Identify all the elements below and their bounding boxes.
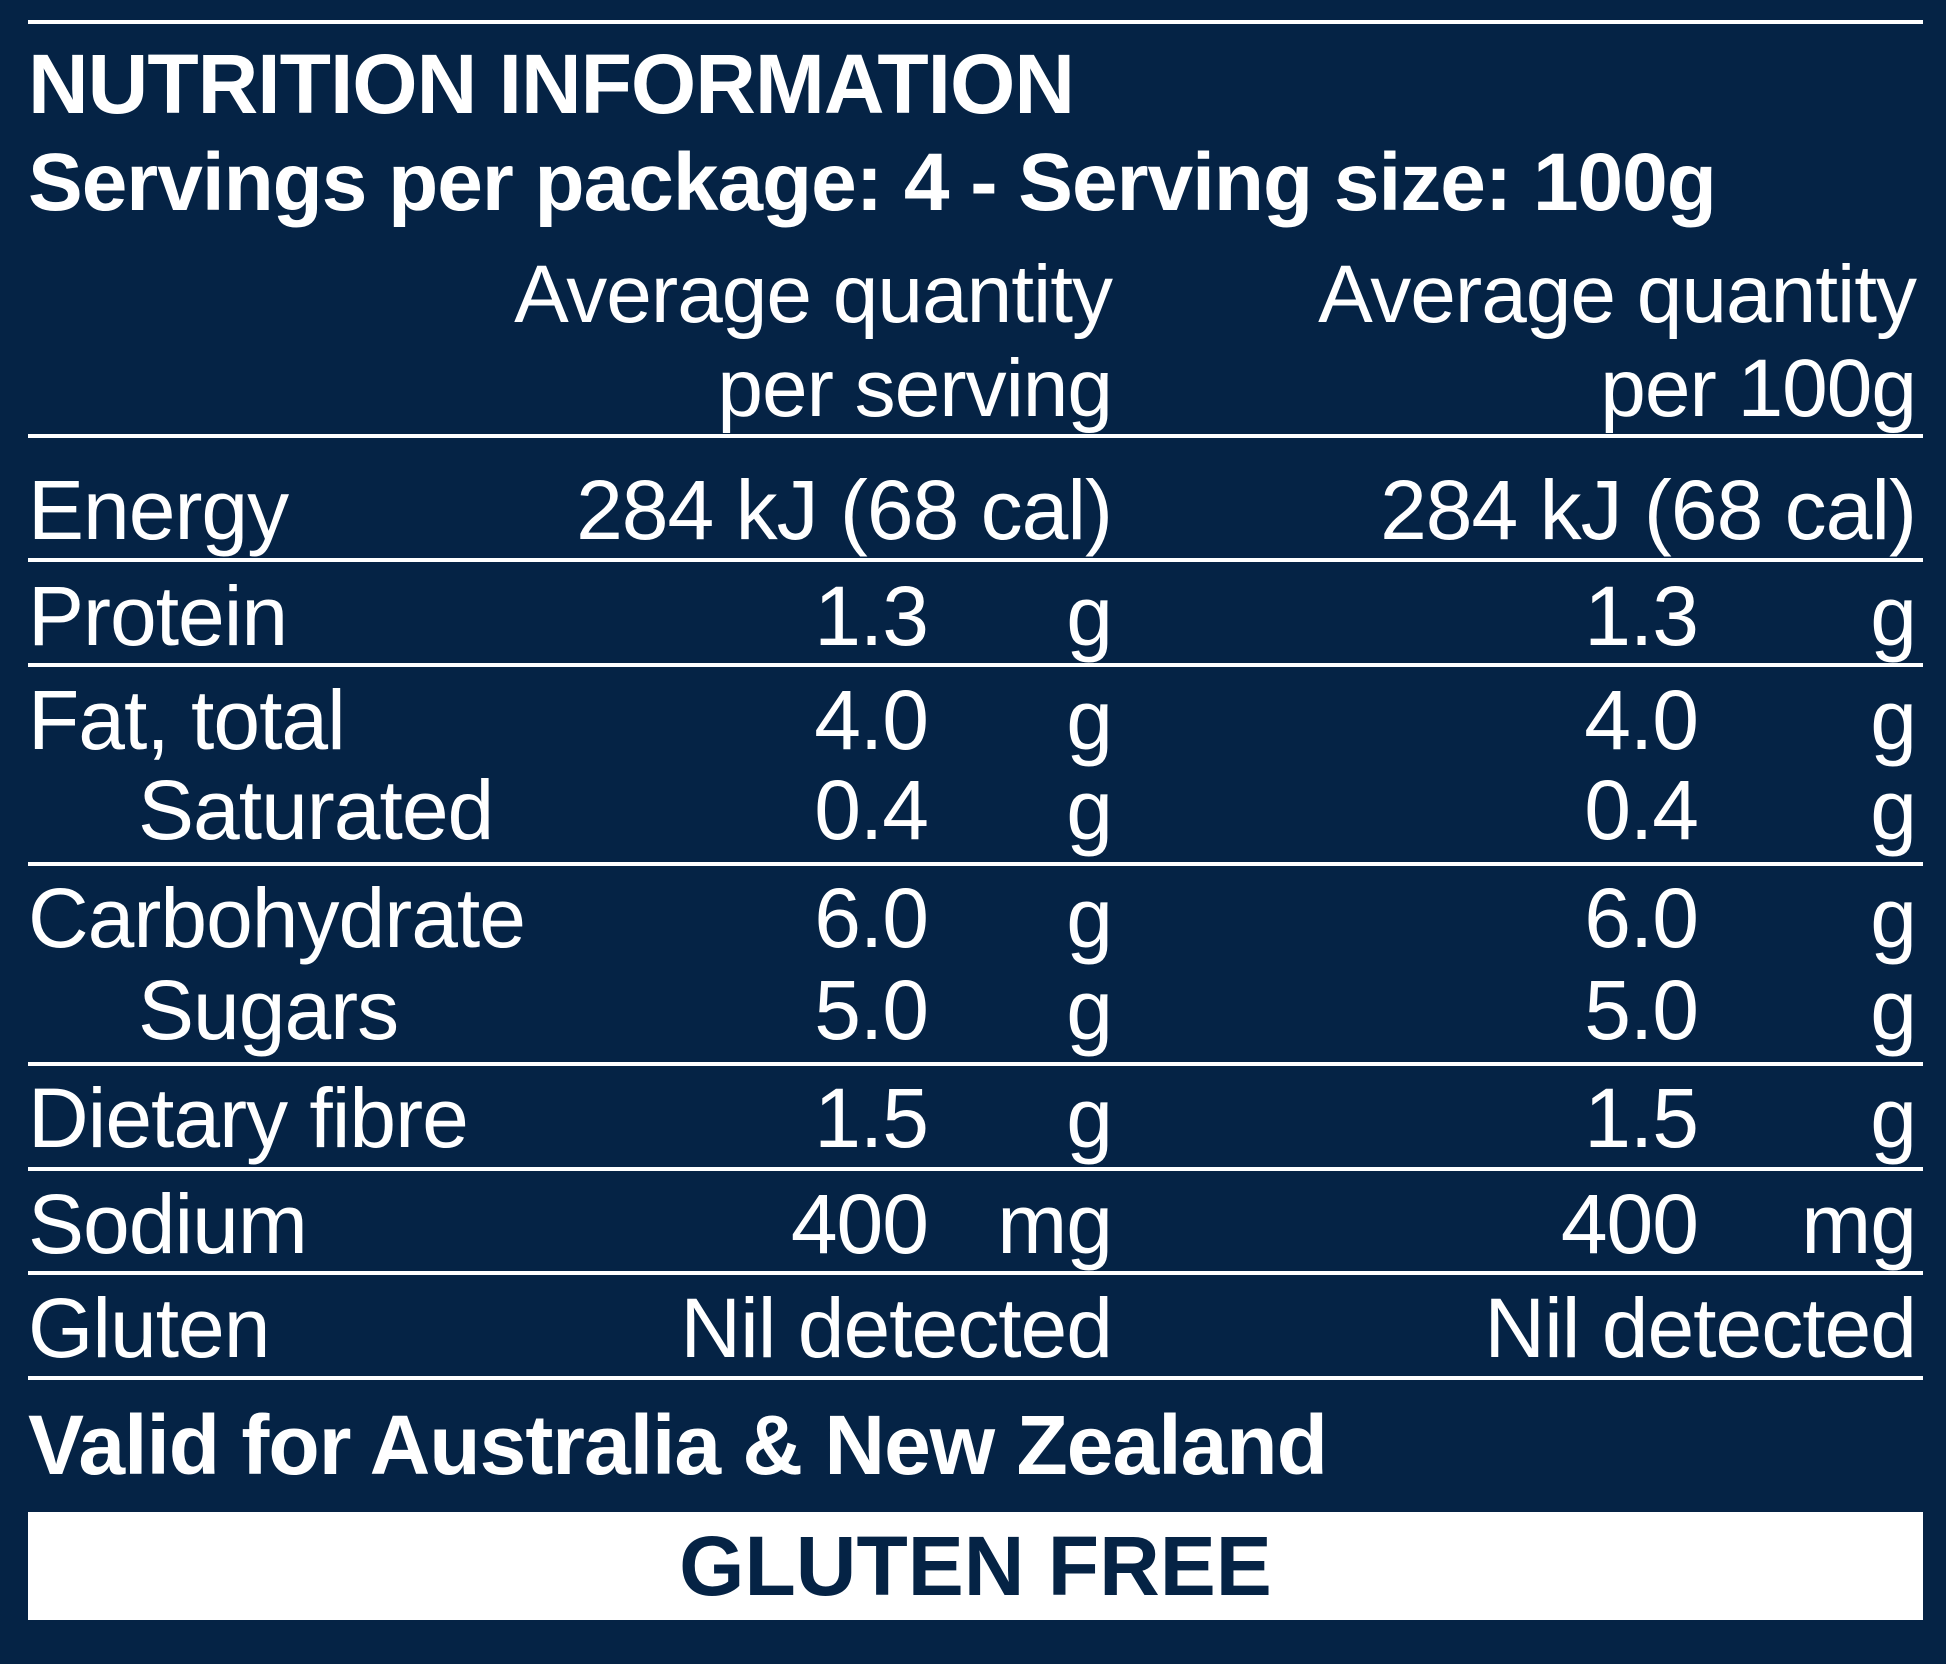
per-serving-unit: g: [1066, 763, 1113, 857]
per-100g-unit: g: [1870, 763, 1917, 857]
per-100g-unit: mg: [1801, 1177, 1917, 1271]
per-100g-unit: g: [1870, 569, 1917, 663]
gluten-free-banner: GLUTEN FREE: [28, 1512, 1923, 1620]
per-serving-unit: g: [1066, 569, 1113, 663]
per-100g-value: 4.0: [1584, 673, 1699, 767]
row-label: Carbohydrate: [28, 871, 526, 965]
row-rule: [28, 1167, 1923, 1171]
header-rule: [28, 434, 1923, 438]
row-label: Protein: [28, 569, 288, 663]
per-serving-value: Nil detected: [680, 1281, 1113, 1375]
per-serving-value: 0.4: [814, 763, 929, 857]
per-100g-unit: g: [1870, 1071, 1917, 1165]
per-100g-value: 1.5: [1584, 1071, 1699, 1165]
column-header-per-serving-line1: Average quantity: [514, 249, 1113, 340]
per-100g-value: 400: [1560, 1177, 1699, 1271]
per-serving-value: 1.3: [814, 569, 929, 663]
row-rule: [28, 663, 1923, 667]
row-label: Dietary fibre: [28, 1071, 469, 1165]
gluten-free-text: GLUTEN FREE: [679, 1519, 1272, 1613]
per-serving-unit: g: [1066, 963, 1113, 1057]
per-100g-value: 1.3: [1584, 569, 1699, 663]
per-100g-value: 6.0: [1584, 871, 1699, 965]
per-serving-unit: g: [1066, 1071, 1113, 1165]
per-serving-value: 6.0: [814, 871, 929, 965]
per-serving-value: 284 kJ (68 cal): [576, 463, 1113, 557]
row-label: Sugars: [138, 963, 399, 1057]
column-header-per-100g-line2: per 100g: [1600, 343, 1917, 434]
column-header-per-serving-line2: per serving: [717, 343, 1113, 434]
row-rule: [28, 558, 1923, 562]
top-rule: [28, 20, 1923, 24]
per-100g-unit: g: [1870, 673, 1917, 767]
per-100g-value: Nil detected: [1484, 1281, 1917, 1375]
row-label: Fat, total: [28, 673, 346, 767]
per-serving-value: 1.5: [814, 1071, 929, 1165]
row-rule: [28, 1271, 1923, 1275]
per-100g-value: 5.0: [1584, 963, 1699, 1057]
bottom-rule: [28, 1376, 1923, 1380]
per-serving-value: 5.0: [814, 963, 929, 1057]
row-label: Gluten: [28, 1281, 270, 1375]
per-100g-unit: g: [1870, 963, 1917, 1057]
per-100g-value: 0.4: [1584, 763, 1699, 857]
row-label: Energy: [28, 463, 289, 557]
row-rule: [28, 1062, 1923, 1066]
panel-title: NUTRITION INFORMATION: [28, 37, 1075, 131]
column-header-per-100g-line1: Average quantity: [1318, 249, 1917, 340]
per-100g-value: 284 kJ (68 cal): [1380, 463, 1917, 557]
per-serving-unit: mg: [997, 1177, 1113, 1271]
per-serving-unit: g: [1066, 871, 1113, 965]
validity-note: Valid for Australia & New Zealand: [28, 1398, 1328, 1492]
per-serving-value: 400: [790, 1177, 929, 1271]
row-label: Sodium: [28, 1177, 308, 1271]
per-serving-value: 4.0: [814, 673, 929, 767]
row-rule: [28, 862, 1923, 866]
per-100g-unit: g: [1870, 871, 1917, 965]
servings-line: Servings per package: 4 - Serving size: …: [28, 137, 1717, 228]
row-label: Saturated: [138, 763, 494, 857]
per-serving-unit: g: [1066, 673, 1113, 767]
